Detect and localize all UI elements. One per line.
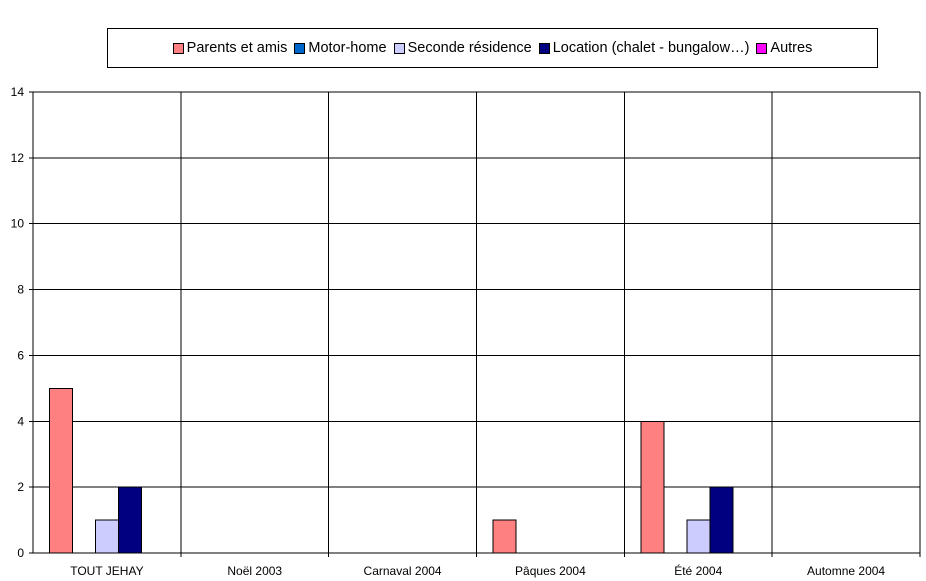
legend-item: Parents et amis [172, 40, 288, 56]
bar [117, 486, 142, 554]
bar [94, 519, 119, 554]
y-tick-label: 4 [17, 414, 24, 428]
legend-item: Autres [756, 40, 812, 56]
y-tick-label: 12 [11, 151, 25, 165]
legend-item: Motor-home [294, 40, 387, 56]
x-tick-label: TOUT JEHAY [70, 564, 143, 578]
y-tick-label: 10 [11, 217, 25, 231]
legend-label: Location (chalet - bungalow…) [552, 40, 750, 56]
y-tick-label: 6 [17, 348, 24, 362]
legend-label: Autres [770, 40, 813, 56]
x-tick-label: Été 2004 [674, 563, 722, 578]
legend-label: Parents et amis [186, 40, 288, 56]
bar [48, 387, 73, 554]
legend-swatch [172, 42, 184, 54]
bar [640, 420, 665, 554]
bar [709, 486, 734, 554]
x-tick-label: Automne 2004 [807, 564, 885, 578]
legend-item: Location (chalet - bungalow…) [538, 40, 750, 56]
legend-label: Seconde résidence [407, 40, 532, 56]
x-tick-label: Carnaval 2004 [364, 564, 442, 578]
y-tick-label: 0 [17, 546, 24, 560]
legend-swatch [538, 42, 550, 54]
legend: Parents et amis Motor-home Seconde résiden… [107, 28, 878, 68]
bar [686, 519, 711, 554]
legend-swatch [756, 42, 768, 54]
x-tick-label: Pâques 2004 [515, 564, 586, 578]
legend-label: Motor-home [308, 40, 387, 56]
y-tick-label: 14 [11, 85, 25, 99]
y-tick-label: 2 [17, 480, 24, 494]
bar [492, 519, 517, 554]
y-tick-label: 8 [17, 283, 24, 297]
legend-swatch [294, 42, 306, 54]
x-tick-label: Noël 2003 [227, 564, 282, 578]
legend-item: Seconde résidence [393, 40, 532, 56]
legend-swatch [393, 42, 405, 54]
